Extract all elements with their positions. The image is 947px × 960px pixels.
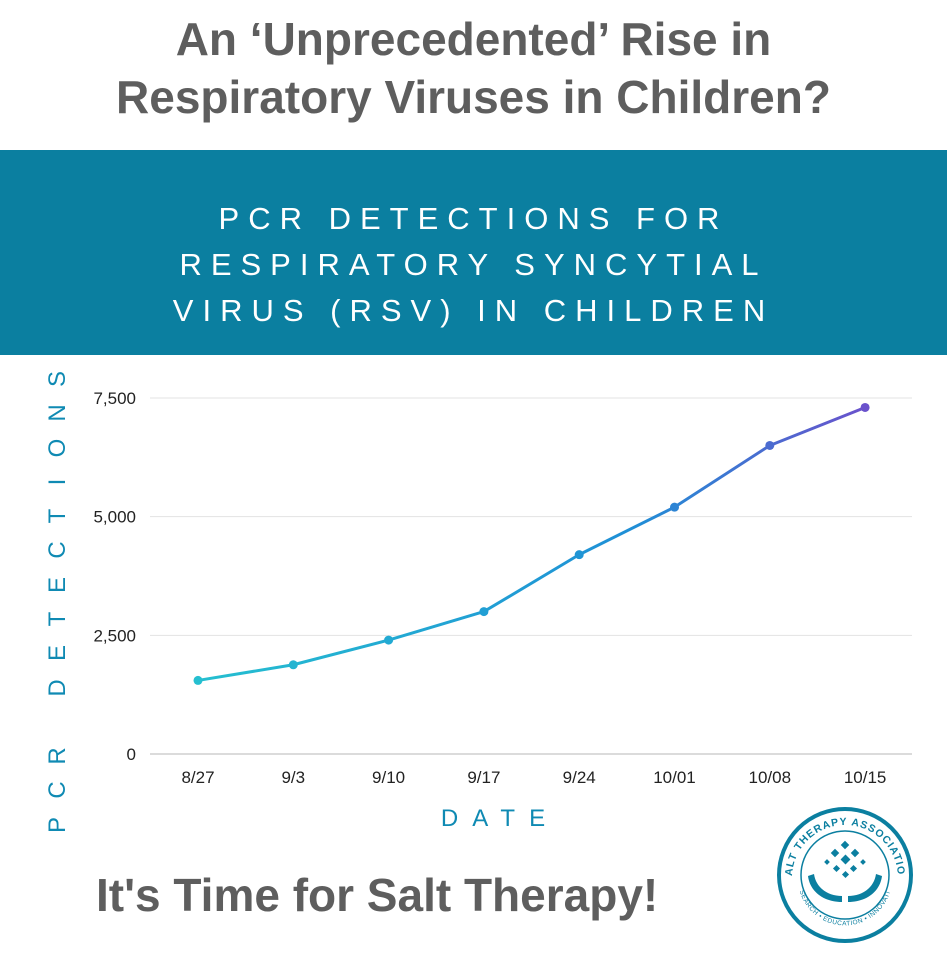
rsv-line-chart: 0 2,500 5,000 7,500 8/27 9/3 9/10 9/17 9/24 10/0… xyxy=(93,389,912,787)
headline-line-1: An ‘Unprecedented’ Rise in xyxy=(175,13,772,65)
grid-lines xyxy=(150,397,912,755)
data-point xyxy=(860,402,870,412)
y-tick-label: 2,500 xyxy=(93,626,136,645)
x-tick-label: 9/17 xyxy=(467,768,500,787)
footer-tagline: It's Time for Salt Therapy! xyxy=(96,869,659,921)
y-tick-label: 7,500 xyxy=(93,389,136,408)
y-tick-labels: 0 2,500 5,000 7,500 xyxy=(93,389,136,764)
headline-line-2: Respiratory Viruses in Children? xyxy=(116,71,831,123)
x-tick-label: 10/01 xyxy=(653,768,696,787)
chart-title-line-1: PCR DETECTIONS FOR xyxy=(218,201,729,236)
chart-banner xyxy=(0,150,947,355)
x-tick-label: 10/15 xyxy=(844,768,887,787)
x-tick-label: 10/08 xyxy=(749,768,792,787)
headline: An ‘Unprecedented’ Rise in Respiratory V… xyxy=(0,10,947,126)
x-tick-label: 9/10 xyxy=(372,768,405,787)
data-point xyxy=(574,550,584,560)
data-point xyxy=(384,635,394,645)
chart-title-line-3: VIRUS (RSV) IN CHILDREN xyxy=(172,293,775,328)
series-points xyxy=(193,402,870,685)
series-line xyxy=(197,406,866,682)
series-line-path xyxy=(197,406,866,682)
chart-title-line-2: RESPIRATORY SYNCYTIAL xyxy=(179,247,768,282)
data-point xyxy=(193,675,203,685)
x-tick-label: 8/27 xyxy=(181,768,214,787)
data-point xyxy=(765,440,775,450)
y-tick-label: 0 xyxy=(127,745,136,764)
salt-therapy-association-logo: SALT THERAPY ASSOCIATION RESEARCH • EDUC… xyxy=(770,800,913,943)
logo-ring-inner xyxy=(800,830,890,920)
x-tick-label: 9/3 xyxy=(281,768,305,787)
y-tick-label: 5,000 xyxy=(93,508,136,527)
x-tick-label: 9/24 xyxy=(563,768,596,787)
data-point xyxy=(288,660,298,670)
chart-title: PCR DETECTIONS FOR RESPIRATORY SYNCYTIAL… xyxy=(0,196,947,334)
x-axis-label: DATE xyxy=(440,805,560,832)
data-point xyxy=(479,607,489,617)
x-tick-labels: 8/27 9/3 9/10 9/17 9/24 10/01 10/08 10/15 xyxy=(181,768,886,787)
data-point xyxy=(670,502,679,512)
